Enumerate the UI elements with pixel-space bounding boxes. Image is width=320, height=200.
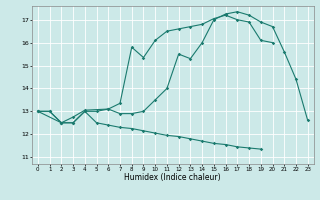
X-axis label: Humidex (Indice chaleur): Humidex (Indice chaleur) <box>124 173 221 182</box>
